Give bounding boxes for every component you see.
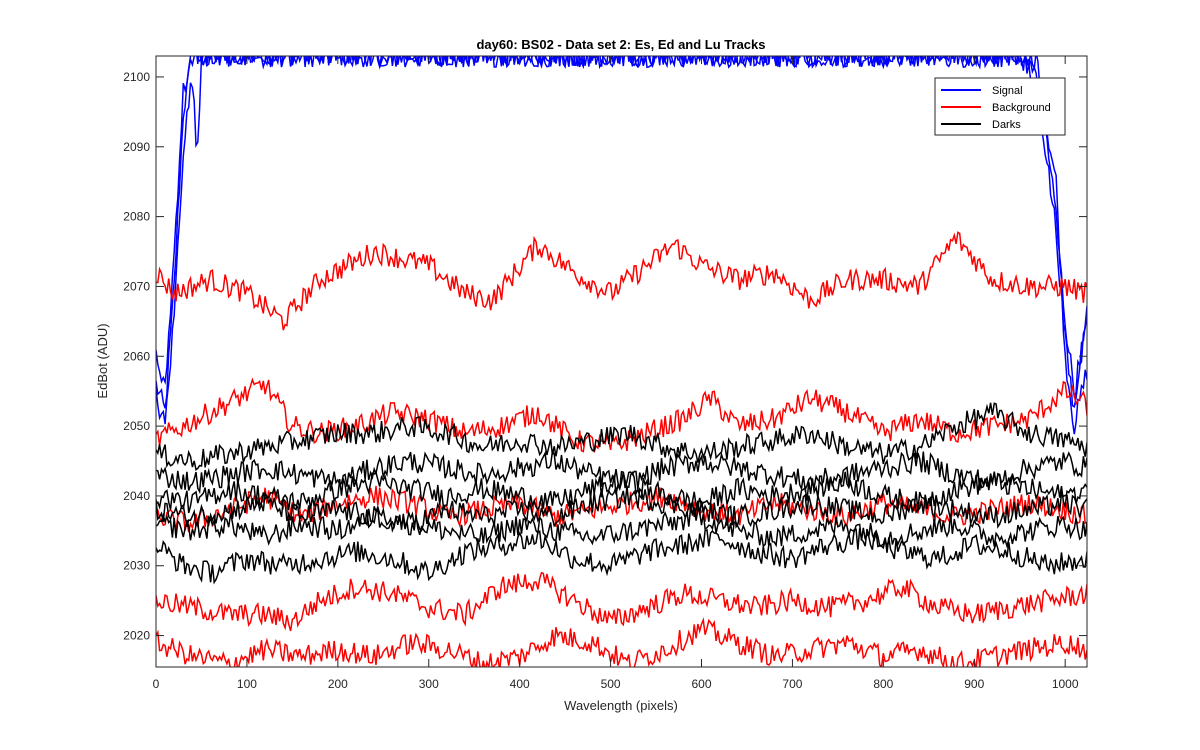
y-tick-label: 2080 <box>123 210 150 224</box>
chart-title: day60: BS02 - Data set 2: Es, Ed and Lu … <box>476 37 765 52</box>
y-tick-label: 2090 <box>123 140 150 154</box>
series-line-signal-3 <box>156 56 1087 425</box>
series-line-background-8 <box>156 617 1087 667</box>
legend-darks-label: Darks <box>992 119 1021 131</box>
y-tick-label: 2020 <box>123 629 150 643</box>
legend-signal-label: Signal <box>992 85 1023 97</box>
y-tick-label: 2040 <box>123 489 150 503</box>
x-tick-label: 0 <box>153 677 160 691</box>
x-tick-label: 600 <box>691 677 711 691</box>
x-axis-label: Wavelength (pixels) <box>564 698 678 713</box>
x-tick-label: 400 <box>510 677 530 691</box>
y-tick-label: 2030 <box>123 559 150 573</box>
series-line-darks-13 <box>156 506 1087 550</box>
x-tick-label: 300 <box>419 677 439 691</box>
x-tick-label: 900 <box>964 677 984 691</box>
plot-area <box>156 56 1087 667</box>
series-line-background-7 <box>156 571 1087 632</box>
series-line-darks-10 <box>156 449 1087 495</box>
y-axis-label: EdBot (ADU) <box>95 323 110 398</box>
ticks-layer: 0 100 200 300 400 500 600 700 800 900 1000 2020 2030… <box>123 56 1087 691</box>
x-tick-label: 700 <box>782 677 802 691</box>
x-tick-label: 500 <box>601 677 621 691</box>
plot-frame <box>155 55 1088 668</box>
y-tick-label: 2050 <box>123 419 150 433</box>
series-line-background-5 <box>156 377 1087 453</box>
x-tick-label: 100 <box>237 677 257 691</box>
legend: Signal Background Darks <box>934 77 1066 136</box>
x-tick-label: 1000 <box>1052 677 1079 691</box>
x-tick-label: 800 <box>873 677 893 691</box>
x-tick-label: 200 <box>328 677 348 691</box>
series-line-darks-12 <box>156 485 1087 533</box>
series-line-background-4 <box>156 231 1087 331</box>
series-line-darks-9 <box>156 402 1087 472</box>
legend-background-label: Background <box>992 102 1051 114</box>
series-line-darks-14 <box>156 528 1087 585</box>
y-tick-label: 2100 <box>123 70 150 84</box>
series-layer <box>156 56 1087 667</box>
y-tick-label: 2060 <box>123 349 150 363</box>
series-line-darks-11 <box>156 471 1087 514</box>
y-tick-label: 2070 <box>123 279 150 293</box>
